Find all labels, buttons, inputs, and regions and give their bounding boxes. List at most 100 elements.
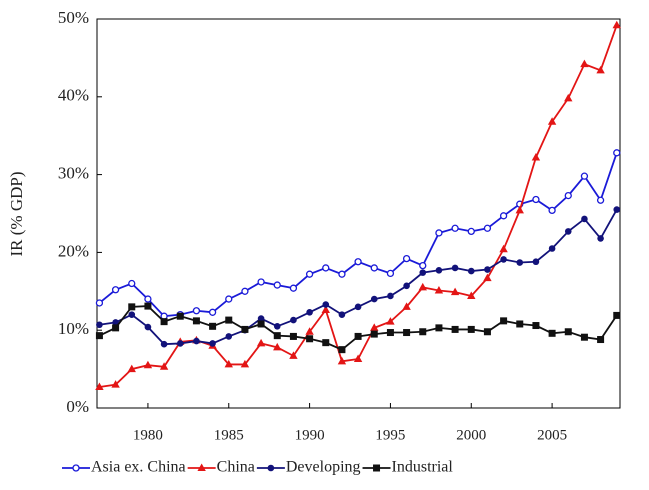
point bbox=[548, 206, 556, 215]
point bbox=[225, 295, 233, 303]
point bbox=[564, 191, 572, 200]
point bbox=[192, 307, 201, 315]
y-tick-label: 0% bbox=[66, 397, 89, 416]
point bbox=[435, 229, 443, 237]
point bbox=[354, 258, 362, 266]
point bbox=[224, 359, 233, 368]
point bbox=[209, 322, 217, 330]
point bbox=[516, 259, 524, 266]
point bbox=[483, 224, 492, 232]
point bbox=[225, 316, 233, 324]
point bbox=[96, 321, 103, 329]
point bbox=[128, 311, 136, 318]
point bbox=[596, 196, 605, 204]
point bbox=[548, 329, 556, 337]
point bbox=[499, 212, 508, 220]
point bbox=[483, 328, 491, 336]
point bbox=[581, 215, 588, 223]
point bbox=[144, 302, 152, 310]
point bbox=[257, 315, 265, 322]
point bbox=[159, 362, 169, 370]
point bbox=[112, 319, 119, 326]
point bbox=[111, 380, 120, 388]
point bbox=[306, 309, 313, 316]
point bbox=[209, 340, 216, 347]
point bbox=[613, 206, 621, 213]
point bbox=[160, 318, 168, 326]
point bbox=[95, 332, 103, 340]
point bbox=[451, 325, 459, 333]
point bbox=[564, 228, 572, 235]
y-tick-label: 10% bbox=[58, 319, 89, 338]
point bbox=[208, 308, 217, 316]
y-tick-label: 30% bbox=[58, 164, 89, 183]
point bbox=[95, 382, 104, 390]
point bbox=[289, 351, 298, 359]
point bbox=[515, 205, 524, 214]
point bbox=[500, 256, 507, 263]
point bbox=[305, 327, 314, 335]
point bbox=[240, 359, 250, 368]
x-tick-label: 1985 bbox=[214, 427, 244, 443]
series-line bbox=[98, 152, 618, 318]
x-tick-label: 1990 bbox=[295, 427, 325, 443]
point bbox=[467, 227, 475, 236]
point bbox=[532, 258, 540, 266]
point bbox=[467, 267, 475, 275]
y-axis-label: IR (% GDP) bbox=[7, 172, 26, 257]
point bbox=[128, 279, 136, 288]
point bbox=[402, 254, 411, 263]
point bbox=[306, 335, 314, 343]
point bbox=[580, 333, 588, 341]
point bbox=[338, 270, 346, 278]
point bbox=[354, 303, 362, 311]
legend-label: Developing bbox=[286, 459, 361, 476]
point bbox=[532, 322, 540, 330]
point bbox=[128, 303, 136, 311]
point bbox=[273, 342, 282, 351]
point bbox=[516, 320, 524, 328]
legend-marker bbox=[373, 464, 381, 472]
point bbox=[580, 172, 589, 180]
point bbox=[403, 282, 410, 290]
point bbox=[612, 20, 621, 29]
point bbox=[322, 301, 330, 308]
point bbox=[289, 284, 298, 292]
point bbox=[95, 299, 104, 307]
point bbox=[419, 328, 427, 336]
legend-marker bbox=[72, 464, 80, 472]
legend-label: China bbox=[217, 459, 255, 476]
point bbox=[176, 312, 184, 320]
point bbox=[613, 311, 621, 319]
point bbox=[273, 281, 281, 289]
point bbox=[354, 332, 362, 340]
point bbox=[192, 317, 200, 325]
point bbox=[564, 93, 573, 102]
point bbox=[467, 325, 475, 333]
point bbox=[273, 323, 281, 330]
point bbox=[225, 333, 233, 340]
point bbox=[419, 269, 427, 276]
y-tick-label: 20% bbox=[58, 241, 89, 260]
point bbox=[580, 59, 589, 68]
point bbox=[597, 336, 605, 344]
point bbox=[467, 291, 476, 299]
point bbox=[483, 273, 492, 282]
point bbox=[289, 332, 297, 340]
point bbox=[370, 264, 378, 272]
x-tick-label: 1980 bbox=[133, 427, 163, 443]
point bbox=[176, 340, 184, 347]
point bbox=[451, 224, 459, 232]
point bbox=[321, 305, 330, 313]
point bbox=[353, 354, 363, 362]
point bbox=[257, 278, 265, 286]
point bbox=[290, 316, 297, 324]
point bbox=[500, 317, 508, 325]
point bbox=[127, 364, 136, 373]
point bbox=[370, 295, 378, 303]
point bbox=[564, 328, 572, 336]
point bbox=[451, 264, 459, 272]
point bbox=[435, 324, 443, 332]
point bbox=[597, 235, 604, 242]
